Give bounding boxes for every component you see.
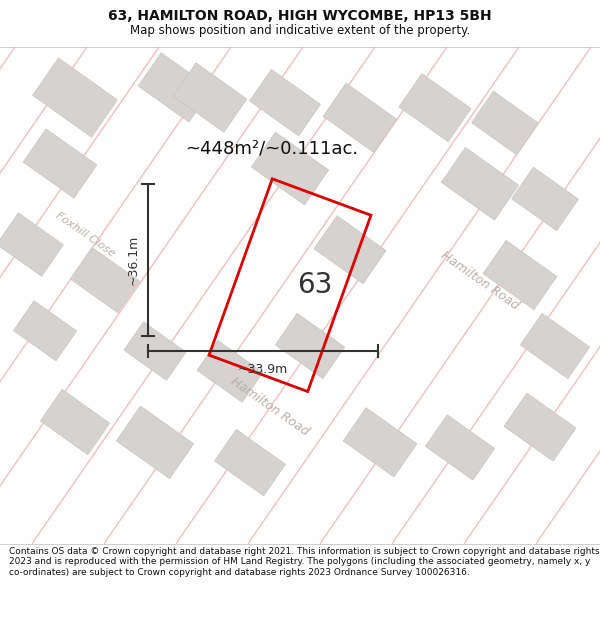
Text: ~448m²/~0.111ac.: ~448m²/~0.111ac.	[185, 139, 358, 158]
Polygon shape	[138, 52, 212, 122]
Polygon shape	[251, 132, 329, 205]
Polygon shape	[343, 408, 417, 477]
Polygon shape	[116, 406, 194, 479]
Text: Foxhill Close: Foxhill Close	[53, 211, 116, 259]
Text: Hamilton Road: Hamilton Road	[229, 375, 311, 439]
Polygon shape	[472, 91, 538, 155]
Text: ~33.9m: ~33.9m	[238, 363, 288, 376]
Polygon shape	[13, 301, 77, 361]
Polygon shape	[70, 248, 140, 312]
Text: Hamilton Road: Hamilton Road	[439, 248, 521, 312]
Polygon shape	[483, 241, 557, 309]
Text: ~36.1m: ~36.1m	[127, 235, 140, 285]
Text: Map shows position and indicative extent of the property.: Map shows position and indicative extent…	[130, 24, 470, 36]
Polygon shape	[23, 129, 97, 198]
Polygon shape	[124, 322, 186, 381]
Polygon shape	[40, 389, 110, 455]
Polygon shape	[275, 313, 344, 379]
Polygon shape	[442, 148, 518, 220]
Polygon shape	[32, 58, 118, 138]
Text: 63, HAMILTON ROAD, HIGH WYCOMBE, HP13 5BH: 63, HAMILTON ROAD, HIGH WYCOMBE, HP13 5B…	[108, 9, 492, 23]
Polygon shape	[314, 216, 386, 284]
Text: 63: 63	[298, 271, 332, 299]
Polygon shape	[173, 63, 247, 132]
Polygon shape	[215, 429, 286, 496]
Polygon shape	[504, 393, 576, 461]
Polygon shape	[520, 313, 590, 379]
Polygon shape	[197, 341, 263, 402]
Text: Contains OS data © Crown copyright and database right 2021. This information is : Contains OS data © Crown copyright and d…	[9, 547, 599, 577]
Polygon shape	[512, 168, 578, 231]
Polygon shape	[0, 213, 64, 276]
Polygon shape	[250, 69, 320, 136]
Polygon shape	[425, 415, 494, 480]
Polygon shape	[323, 83, 397, 152]
Polygon shape	[399, 74, 471, 142]
